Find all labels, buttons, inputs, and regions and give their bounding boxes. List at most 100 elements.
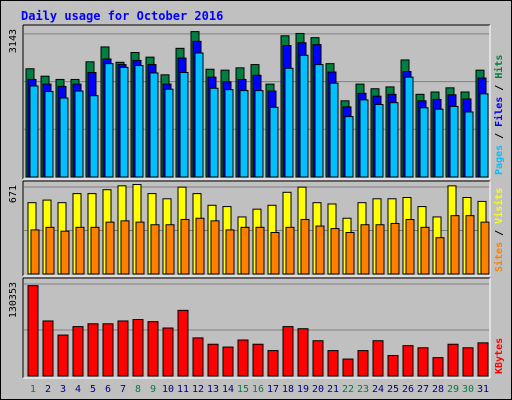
bar-kbytes [42, 320, 54, 377]
x-tick-label: 2 [45, 384, 51, 395]
x-tick-label: 22 [342, 384, 354, 395]
bar-pages [479, 93, 489, 178]
bar-kbytes [357, 350, 369, 377]
x-tick-label: 18 [282, 384, 294, 395]
bar-kbytes [102, 323, 114, 377]
x-tick-label: 7 [120, 384, 126, 395]
bar-pages [179, 71, 189, 178]
bar-sites [420, 226, 430, 275]
bar-pages [224, 89, 234, 178]
bar-kbytes [27, 285, 39, 377]
bar-sites [390, 222, 400, 275]
bar-sites [210, 220, 220, 275]
bar-sites [105, 221, 115, 275]
bar-sites [240, 226, 250, 275]
bar-sites [90, 226, 100, 275]
bar-sites [345, 232, 355, 275]
bar-kbytes [147, 321, 159, 377]
bar-kbytes [447, 343, 459, 377]
bar-sites [315, 225, 325, 275]
bar-kbytes [432, 357, 444, 377]
bar-kbytes [402, 345, 414, 377]
bar-kbytes [267, 350, 279, 377]
x-tick-label: 4 [75, 384, 81, 395]
hits-panel-ymax-label: 3143 [8, 29, 19, 53]
bar-sites [150, 224, 160, 275]
bar-sites [165, 224, 175, 275]
legend-separator: / [494, 79, 505, 97]
legend-hits: Hits [493, 55, 505, 79]
bar-pages [194, 52, 204, 178]
bar-pages [44, 91, 54, 178]
bar-sites [330, 228, 340, 275]
bar-sites [60, 230, 70, 275]
x-tick-label: 14 [222, 384, 234, 395]
bar-pages [464, 111, 474, 178]
bar-pages [419, 107, 429, 178]
bar-pages [29, 85, 39, 178]
x-tick-label: 25 [387, 384, 399, 395]
bar-pages [89, 95, 99, 178]
bar-sites [480, 221, 490, 275]
bar-sites [120, 220, 130, 275]
x-tick-label: 6 [105, 384, 111, 395]
bar-sites [465, 215, 475, 275]
legend-files: Files [493, 97, 505, 127]
bar-pages [119, 66, 129, 178]
bar-pages [299, 54, 309, 178]
bar-pages [329, 82, 339, 178]
bar-pages [449, 105, 459, 178]
bar-kbytes [177, 309, 189, 377]
bar-sites [435, 237, 445, 275]
chart-title: Daily usage for October 2016 [21, 9, 223, 23]
x-tick-label: 12 [192, 384, 204, 395]
bar-kbytes [117, 320, 129, 377]
legend-pages: Pages [494, 145, 505, 175]
x-tick-label: 27 [417, 384, 429, 395]
legend-visits: Visits [493, 188, 505, 224]
bar-kbytes [222, 346, 234, 377]
bar-sites [180, 219, 190, 275]
bar-sites [225, 229, 235, 275]
x-tick-label: 11 [177, 384, 189, 395]
bar-pages [164, 88, 174, 178]
x-tick-label: 13 [207, 384, 219, 395]
x-tick-label: 29 [447, 384, 459, 395]
legend-sites: Sites [493, 242, 505, 272]
x-tick-label: 24 [372, 384, 384, 395]
x-tick-label: 9 [150, 384, 156, 395]
visits-panel-ymax-label: 671 [8, 185, 19, 203]
bar-kbytes [207, 343, 219, 377]
bar-sites [300, 219, 310, 275]
bar-kbytes [297, 328, 309, 377]
bar-sites [75, 226, 85, 275]
bar-sites [285, 226, 295, 275]
x-tick-label: 17 [267, 384, 279, 395]
bar-sites [450, 215, 460, 275]
bar-kbytes [387, 355, 399, 377]
legend-kbytes: KBytes [494, 338, 505, 374]
bar-kbytes [252, 343, 264, 377]
bar-sites [135, 221, 145, 275]
bar-pages [149, 72, 159, 178]
bar-pages [404, 76, 414, 178]
bar-pages [314, 64, 324, 178]
bar-sites [270, 232, 280, 275]
bar-kbytes [162, 327, 174, 377]
bar-pages [344, 116, 354, 178]
bar-pages [359, 99, 369, 178]
bar-kbytes [192, 337, 204, 377]
bar-pages [239, 90, 249, 178]
x-tick-label: 1 [30, 384, 36, 395]
bar-pages [59, 97, 69, 178]
bar-kbytes [417, 347, 429, 377]
bar-kbytes [282, 326, 294, 377]
bar-kbytes [57, 334, 69, 377]
bar-kbytes [342, 358, 354, 377]
bar-kbytes [327, 350, 339, 377]
x-tick-label: 30 [462, 384, 474, 395]
kbytes-panel-legend: KBytes [494, 338, 505, 374]
bar-sites [405, 219, 415, 275]
visits-panel-legend: Sites / Visits [493, 188, 505, 272]
